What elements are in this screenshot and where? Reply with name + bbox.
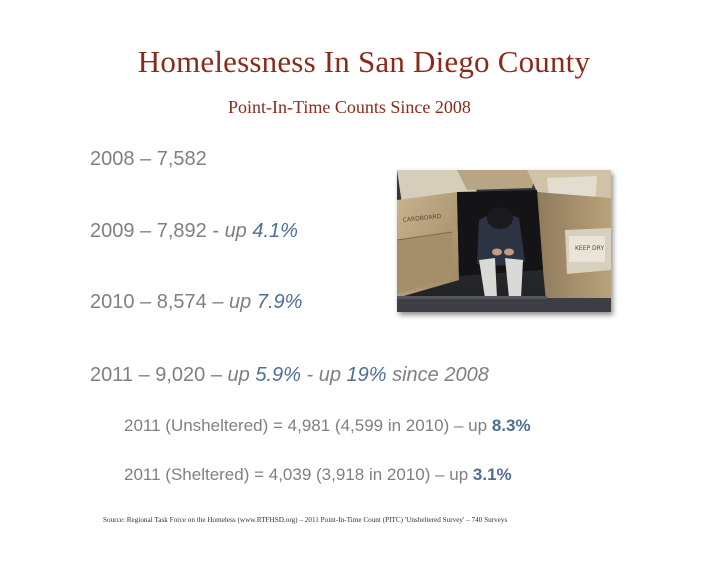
detail-text: 2011 (Sheltered) = 4,039 (3,918 in 2010)…	[124, 465, 473, 484]
percent-change-total: 19%	[346, 364, 387, 386]
count-text: 2008 – 7,582	[90, 148, 207, 170]
detail-text: 2011 (Unsheltered) = 4,981 (4,599 in 201…	[124, 416, 492, 435]
up-label-total: - up	[300, 364, 347, 386]
slide-title: Homelessness In San Diego County	[137, 44, 591, 79]
up-label: up	[227, 364, 256, 386]
photo-illustration: KEEP DRY CARDBOARD	[397, 170, 611, 312]
box-label: KEEP DRY	[575, 245, 604, 252]
count-text: 2011 – 9,020 –	[90, 364, 228, 386]
count-text: 2009 – 7,892 -	[90, 220, 225, 242]
percent-change: 7.9%	[256, 291, 303, 313]
box-label: CARDBOARD	[402, 213, 442, 224]
count-2008: 2008 – 7,582	[90, 148, 207, 171]
detail-percent: 3.1%	[472, 465, 512, 484]
percent-change: 4.1%	[252, 220, 298, 242]
count-text: 2010 – 8,574 –	[90, 291, 230, 313]
detail-percent: 8.3%	[491, 416, 531, 435]
sheltered-detail: 2011 (Sheltered) = 4,039 (3,918 in 2010)…	[124, 465, 512, 485]
since-label: since 2008	[386, 364, 489, 386]
count-2009: 2009 – 7,892 - up 4.1%	[90, 220, 298, 243]
up-label: up	[229, 291, 257, 313]
source-citation: Source: Regional Task Force on the Homel…	[103, 516, 508, 524]
slide-subtitle: Point-In-Time Counts Since 2008	[228, 97, 471, 117]
homeless-photo: KEEP DRY CARDBOARD	[397, 170, 611, 312]
count-2011: 2011 – 9,020 – up 5.9% - up 19% since 20…	[90, 364, 489, 387]
percent-change: 5.9%	[255, 364, 301, 386]
up-label: up	[224, 220, 253, 242]
count-2010: 2010 – 8,574 – up 7.9%	[90, 291, 302, 314]
unsheltered-detail: 2011 (Unsheltered) = 4,981 (4,599 in 201…	[124, 416, 531, 436]
